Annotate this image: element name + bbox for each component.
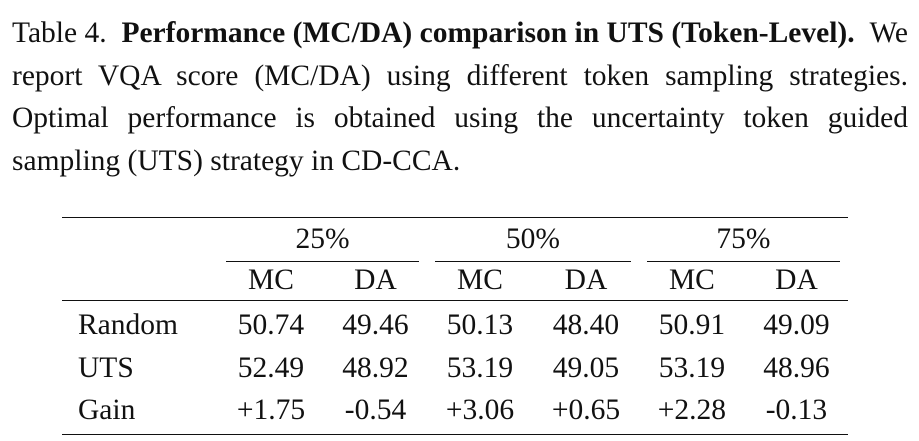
- results-table: 25% 50% 75% MC DA MC DA MC DA Random 50.…: [62, 217, 848, 435]
- corner-cell: [62, 217, 218, 262]
- subheader-cell: MC: [668, 264, 715, 297]
- table-row: Random 50.74 49.46 50.13 48.40 50.91 49.…: [62, 300, 848, 348]
- value-cell: 48.40: [532, 300, 639, 348]
- caption-body: We report VQA score (MC/DA) using differ…: [12, 17, 909, 177]
- value-cell: 49.09: [744, 300, 848, 348]
- group-header: 75%: [638, 217, 848, 262]
- table-caption: Table 4. Performance (MC/DA) comparison …: [12, 12, 908, 182]
- value-cell: +1.75: [218, 389, 324, 435]
- subheader-cell: DA: [775, 264, 818, 297]
- value-cell: 53.19: [658, 351, 726, 384]
- value-cell: 52.49: [237, 351, 305, 384]
- subheader-cell: MC: [457, 264, 503, 297]
- value-cell: 53.19: [446, 351, 514, 384]
- value-cell: 50.91: [638, 300, 745, 348]
- subheader-cell: DA: [564, 264, 608, 297]
- table-row: UTS 52.49 48.92 53.19 49.05 53.19 48.96: [62, 348, 848, 389]
- row-label: Gain: [62, 389, 218, 435]
- value-cell: 48.92: [342, 351, 409, 384]
- table-title: Performance (MC/DA) comparison in UTS (T…: [121, 17, 855, 49]
- value-cell: 50.74: [218, 300, 324, 348]
- table-row: Gain +1.75 -0.54 +3.06 +0.65 +2.28 -0.13: [62, 389, 848, 435]
- value-cell: 49.46: [323, 300, 427, 348]
- subheader-cell: MC: [248, 264, 294, 297]
- value-cell: +3.06: [427, 389, 533, 435]
- value-cell: 48.96: [763, 351, 830, 384]
- value-cell: 49.05: [552, 351, 620, 384]
- row-label: Random: [62, 300, 218, 348]
- row-label: UTS: [78, 351, 134, 384]
- value-cell: -0.54: [323, 389, 427, 435]
- group-header: 25%: [218, 217, 427, 262]
- table-number: Table 4.: [12, 17, 107, 49]
- value-cell: 50.13: [427, 300, 533, 348]
- value-cell: -0.13: [744, 389, 848, 435]
- group-header: 50%: [427, 217, 639, 262]
- value-cell: +2.28: [638, 389, 745, 435]
- subheader-cell: DA: [354, 264, 397, 297]
- value-cell: +0.65: [532, 389, 639, 435]
